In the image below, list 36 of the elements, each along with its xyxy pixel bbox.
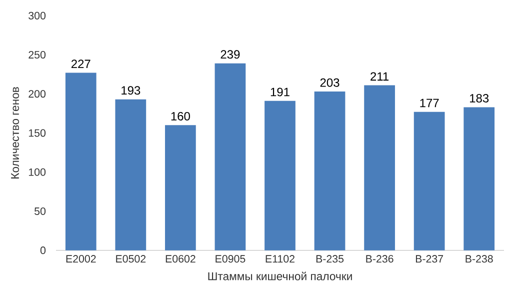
y-tick-label: 300 (28, 12, 46, 20)
x-axis-title: Штаммы кишечной палочки (208, 272, 352, 280)
y-tick-label: 150 (28, 129, 46, 137)
data-label: 160 (171, 112, 190, 120)
data-label: 191 (270, 88, 290, 96)
x-tick-label: B-235 (316, 255, 344, 263)
x-tick-label: B-237 (416, 255, 444, 263)
bar (165, 125, 196, 250)
bar (314, 92, 346, 250)
y-tick-label: 250 (28, 51, 46, 59)
bar (264, 100, 296, 250)
data-label: 239 (220, 50, 240, 59)
x-tick-label: E1102 (266, 255, 294, 263)
x-tick-label: E0602 (166, 255, 196, 263)
x-tick-label: B-238 (466, 255, 493, 263)
data-label: 227 (71, 60, 90, 68)
y-tick-label: 0 (40, 246, 46, 254)
data-label: 211 (370, 72, 389, 81)
x-tick-label: E2002 (66, 255, 96, 263)
bar (364, 85, 395, 250)
data-label: 177 (420, 98, 439, 108)
bar (115, 99, 146, 250)
bar (464, 107, 495, 250)
x-tick-label: E0905 (216, 255, 246, 263)
data-label: 193 (122, 86, 140, 95)
x-tick-label: E0502 (116, 255, 146, 263)
y-tick-label: 200 (28, 90, 46, 98)
data-label: 183 (470, 94, 489, 102)
y-tick-label: 100 (28, 168, 46, 176)
bar (414, 112, 445, 250)
bar (214, 63, 246, 250)
bar (65, 72, 96, 250)
y-tick-label: 50 (34, 207, 46, 215)
x-tick-label: B-236 (366, 255, 394, 263)
y-axis-title: Количество генов (11, 87, 19, 178)
data-label: 203 (320, 78, 340, 87)
